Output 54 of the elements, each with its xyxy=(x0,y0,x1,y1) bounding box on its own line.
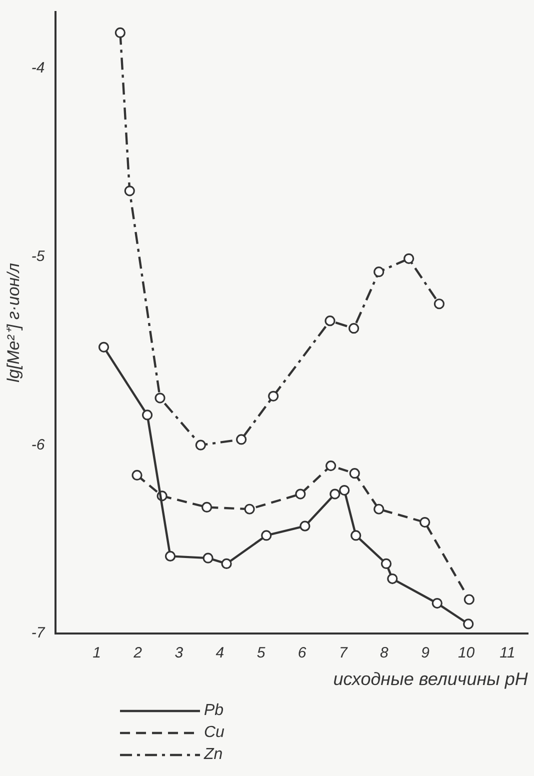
point xyxy=(420,517,430,528)
y-tick-label: -7 xyxy=(31,624,46,642)
point xyxy=(195,440,206,450)
x-tick-label: 5 xyxy=(256,644,266,662)
point xyxy=(324,316,336,326)
point xyxy=(114,27,126,38)
y-tick-label: -5 xyxy=(31,248,46,265)
point xyxy=(330,488,340,500)
legend-label: Pb xyxy=(204,702,224,720)
point xyxy=(350,530,362,541)
legend-label: Cu xyxy=(204,724,224,742)
point xyxy=(339,484,350,496)
x-axis-title: исходные величины pH xyxy=(333,669,529,690)
point xyxy=(326,460,336,472)
point xyxy=(244,504,255,514)
x-tick-label: 9 xyxy=(421,644,430,662)
point xyxy=(349,468,360,479)
y-tick-label: -6 xyxy=(31,436,46,454)
point xyxy=(221,558,232,570)
point xyxy=(387,573,398,584)
point xyxy=(300,520,310,532)
legend-label: Zn xyxy=(204,746,223,764)
point xyxy=(374,504,384,514)
point xyxy=(98,342,110,352)
x-tick-label: 8 xyxy=(380,644,390,662)
point xyxy=(374,266,384,278)
point xyxy=(261,530,272,541)
point xyxy=(124,186,135,196)
point xyxy=(380,558,392,570)
point xyxy=(236,434,247,445)
point xyxy=(202,502,212,513)
point xyxy=(295,488,306,500)
point xyxy=(464,594,474,605)
x-tick-label: 1 xyxy=(92,644,101,662)
point xyxy=(154,392,166,404)
x-tick-label: 3 xyxy=(174,644,184,662)
point xyxy=(404,253,414,264)
point xyxy=(132,470,142,481)
x-tick-label: 7 xyxy=(338,644,348,662)
point xyxy=(348,323,360,334)
point xyxy=(432,598,442,609)
x-tick-label: 2 xyxy=(132,644,143,662)
x-tick-label: 11 xyxy=(500,644,516,662)
x-tick-label: 10 xyxy=(458,644,476,662)
point xyxy=(434,298,445,310)
point xyxy=(202,552,214,564)
x-tick-label: 4 xyxy=(216,644,224,662)
point xyxy=(142,410,153,420)
point xyxy=(463,618,474,630)
y-tick-label: -4 xyxy=(31,60,45,77)
x-tick-label: 6 xyxy=(298,644,307,662)
point xyxy=(164,550,176,562)
y-axis-title: lg[Me²⁺] г·ион/л xyxy=(4,262,23,382)
point xyxy=(268,390,279,402)
